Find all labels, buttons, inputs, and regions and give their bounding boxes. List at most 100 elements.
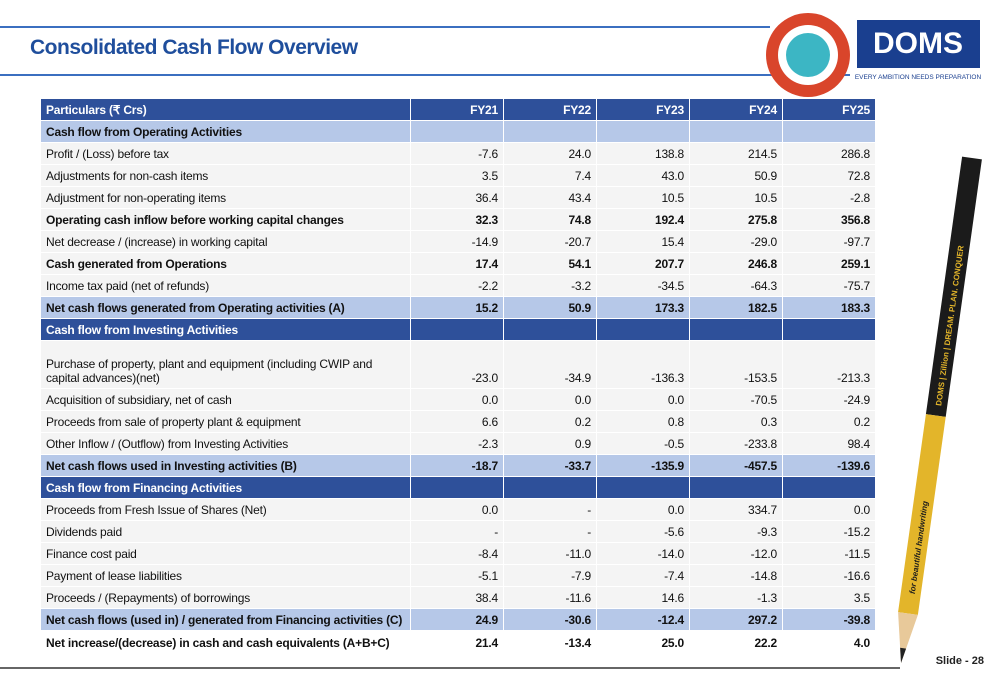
table-row: Net cash flows used in Investing activit… xyxy=(40,454,876,477)
cell: -11.6 xyxy=(503,586,597,609)
cell: 36.4 xyxy=(410,186,504,209)
cell: -213.3 xyxy=(782,340,876,389)
cell: 0.3 xyxy=(689,410,783,433)
cell: 72.8 xyxy=(782,164,876,187)
cell: 3.5 xyxy=(410,164,504,187)
cell: 286.8 xyxy=(782,142,876,165)
cell: 182.5 xyxy=(689,296,783,319)
row-label: Other Inflow / (Outflow) from Investing … xyxy=(40,432,411,455)
cell: 14.6 xyxy=(596,586,690,609)
row-label: Proceeds from sale of property plant & e… xyxy=(40,410,411,433)
cell xyxy=(503,476,597,499)
cell: -11.0 xyxy=(503,542,597,565)
cell: 0.0 xyxy=(410,388,504,411)
cell: 259.1 xyxy=(782,252,876,275)
table-row: Proceeds / (Repayments) of borrowings 38.… xyxy=(40,586,876,609)
cell: -30.6 xyxy=(503,608,597,631)
row-label: Finance cost paid xyxy=(40,542,411,565)
cell: -16.6 xyxy=(782,564,876,587)
column-header: Particulars (₹ Crs) xyxy=(40,98,411,121)
cell: 207.7 xyxy=(596,252,690,275)
cell: 138.8 xyxy=(596,142,690,165)
cell: 15.4 xyxy=(596,230,690,253)
cell xyxy=(503,120,597,143)
table-row: Proceeds from Fresh Issue of Shares (Net… xyxy=(40,498,876,521)
title: Consolidated Cash Flow Overview xyxy=(30,36,358,59)
cell: -135.9 xyxy=(596,454,690,477)
cell: 3.5 xyxy=(782,586,876,609)
cell: 54.1 xyxy=(503,252,597,275)
cell: 15.2 xyxy=(410,296,504,319)
cell: -34.5 xyxy=(596,274,690,297)
cell: -5.6 xyxy=(596,520,690,543)
cell: 0.2 xyxy=(503,410,597,433)
cell: 0.0 xyxy=(503,388,597,411)
column-header: FY21 xyxy=(410,98,504,121)
cell xyxy=(410,476,504,499)
row-label: Proceeds / (Repayments) of borrowings xyxy=(40,586,411,609)
column-header: FY23 xyxy=(596,98,690,121)
cell: 22.2 xyxy=(689,630,783,656)
header-rule xyxy=(0,74,850,76)
cell: -11.5 xyxy=(782,542,876,565)
cell: -1.3 xyxy=(689,586,783,609)
cell: 10.5 xyxy=(596,186,690,209)
header-row: Particulars (₹ Crs) FY21 FY22 FY23 FY24 FY25 xyxy=(40,98,876,121)
cell: -2.8 xyxy=(782,186,876,209)
cell: 17.4 xyxy=(410,252,504,275)
cell: 0.0 xyxy=(596,388,690,411)
cell: -136.3 xyxy=(596,340,690,389)
cell: -2.2 xyxy=(410,274,504,297)
cell: -15.2 xyxy=(782,520,876,543)
cell: -5.1 xyxy=(410,564,504,587)
cell: 21.4 xyxy=(410,630,504,656)
logo: DOMS xyxy=(873,27,963,60)
row-label: Cash flow from Operating Activities xyxy=(40,120,411,143)
cell: 43.4 xyxy=(503,186,597,209)
table-row: Net cash flows (used in) / generated fro… xyxy=(40,608,876,631)
cell: -14.0 xyxy=(596,542,690,565)
table-row: Payment of lease liabilities -5.1 -7.9 -7.4… xyxy=(40,564,876,587)
cell: -7.6 xyxy=(410,142,504,165)
cell: 50.9 xyxy=(503,296,597,319)
table-row: Finance cost paid -8.4 -11.0 -14.0 -12.0 -11.… xyxy=(40,542,876,565)
column-header: FY25 xyxy=(782,98,876,121)
cell: -70.5 xyxy=(689,388,783,411)
cell: -8.4 xyxy=(410,542,504,565)
cell xyxy=(689,120,783,143)
cell: -7.9 xyxy=(503,564,597,587)
row-label: Operating cash inflow before working cap… xyxy=(40,208,411,231)
cell: 0.2 xyxy=(782,410,876,433)
cell: -153.5 xyxy=(689,340,783,389)
table-row: Proceeds from sale of property plant & e… xyxy=(40,410,876,433)
table-row: Net increase/(decrease) in cash and cash… xyxy=(40,630,876,656)
cell xyxy=(410,120,504,143)
cell: 4.0 xyxy=(782,630,876,656)
cell: 24.9 xyxy=(410,608,504,631)
cell: 24.0 xyxy=(503,142,597,165)
cell: -12.0 xyxy=(689,542,783,565)
cell: 0.9 xyxy=(503,432,597,455)
logo-box xyxy=(857,20,980,68)
cell: -7.4 xyxy=(596,564,690,587)
table-row: Net cash flows generated from Operating … xyxy=(40,296,876,319)
cell: 173.3 xyxy=(596,296,690,319)
cell: 98.4 xyxy=(782,432,876,455)
cell: 356.8 xyxy=(782,208,876,231)
cell: - xyxy=(503,498,597,521)
row-label: Cash flow from Financing Activities xyxy=(40,476,411,499)
cell xyxy=(689,476,783,499)
cell: -14.9 xyxy=(410,230,504,253)
badge-icon xyxy=(786,33,830,77)
cell: -0.5 xyxy=(596,432,690,455)
table-row: Operating cash inflow before working cap… xyxy=(40,208,876,231)
cell: -2.3 xyxy=(410,432,504,455)
row-label: Acquisition of subsidiary, net of cash xyxy=(40,388,411,411)
cell: -3.2 xyxy=(503,274,597,297)
cell xyxy=(689,318,783,341)
table-row: Cash flow from Financing Activities xyxy=(40,476,876,499)
cell: 334.7 xyxy=(689,498,783,521)
row-label: Adjustments for non-cash items xyxy=(40,164,411,187)
cell: -20.7 xyxy=(503,230,597,253)
